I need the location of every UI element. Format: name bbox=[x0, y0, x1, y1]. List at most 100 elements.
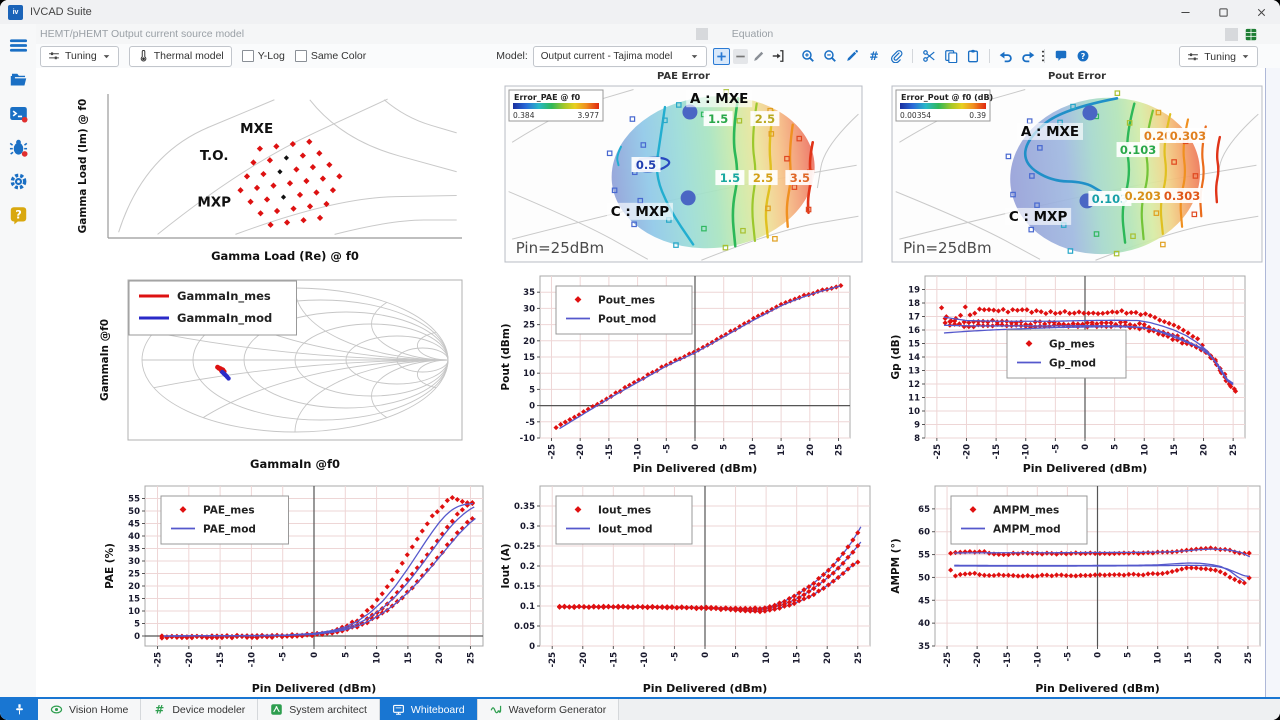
svg-text:0.303: 0.303 bbox=[1164, 189, 1200, 203]
svg-text:#: # bbox=[869, 49, 879, 63]
cell-pout: -10 -5 0 5 10 15 20 25 30 35 -25 -20 -15 -10 -5 0 5 10 15 2… bbox=[486, 268, 876, 478]
svg-text:20: 20 bbox=[1200, 444, 1210, 456]
scissors-icon[interactable] bbox=[921, 48, 937, 64]
copy-icon[interactable] bbox=[943, 48, 959, 64]
eye-icon bbox=[50, 703, 63, 716]
redo-icon[interactable] bbox=[1020, 48, 1036, 64]
sidebar-item-menu[interactable] bbox=[7, 34, 29, 56]
tuning-dropdown-left[interactable]: Tuning bbox=[40, 45, 119, 67]
hash-icon[interactable]: # bbox=[866, 48, 882, 64]
comment-icon[interactable] bbox=[1053, 48, 1069, 64]
import-model-button[interactable] bbox=[770, 48, 786, 64]
svg-text:18: 18 bbox=[908, 299, 920, 309]
help-circle-icon[interactable]: ? bbox=[1075, 48, 1091, 64]
svg-text:40: 40 bbox=[128, 532, 140, 542]
svg-text:10: 10 bbox=[762, 652, 772, 664]
model-dropdown[interactable]: Output current - Tajima model bbox=[532, 45, 707, 67]
sidebar-item-help[interactable]: ? bbox=[7, 204, 29, 226]
svg-text:35: 35 bbox=[523, 288, 535, 298]
svg-text:Pin=25dBm: Pin=25dBm bbox=[903, 239, 991, 257]
svg-text:0.20: 0.20 bbox=[1144, 129, 1172, 143]
svg-text:-10: -10 bbox=[1022, 444, 1032, 459]
svg-text:3.977: 3.977 bbox=[578, 111, 600, 120]
panel-button[interactable] bbox=[1225, 27, 1238, 41]
undo-icon[interactable] bbox=[998, 48, 1014, 64]
svg-text:25: 25 bbox=[523, 321, 535, 331]
svg-text:0: 0 bbox=[691, 444, 701, 450]
remove-model-button[interactable] bbox=[732, 48, 748, 64]
svg-text:#: # bbox=[155, 703, 165, 716]
tuning-dropdown-right[interactable]: Tuning bbox=[1179, 46, 1258, 67]
svg-text:Gp_mod: Gp_mod bbox=[1049, 357, 1096, 369]
paperclip-icon[interactable] bbox=[888, 48, 904, 64]
sidebar-item-debug[interactable] bbox=[7, 136, 29, 158]
svg-text:2.5: 2.5 bbox=[755, 112, 775, 126]
sidebar-item-open-project[interactable] bbox=[7, 68, 29, 90]
svg-text:13: 13 bbox=[908, 367, 920, 377]
svg-text:65: 65 bbox=[918, 505, 930, 515]
svg-text:-10: -10 bbox=[247, 652, 257, 667]
svg-text:Gp (dB): Gp (dB) bbox=[890, 335, 902, 380]
svg-text:PAE (%): PAE (%) bbox=[104, 543, 116, 589]
add-model-button[interactable] bbox=[712, 47, 730, 65]
sidebar-item-console[interactable] bbox=[7, 102, 29, 124]
tab-device-modeler[interactable]: # Device modeler bbox=[141, 699, 259, 720]
same-color-checkbox[interactable] bbox=[294, 50, 307, 62]
svg-text:45: 45 bbox=[918, 596, 930, 606]
tab-waveform-generator[interactable]: Waveform Generator bbox=[477, 699, 620, 720]
svg-text:0.2: 0.2 bbox=[520, 562, 535, 572]
svg-text:15: 15 bbox=[908, 340, 920, 350]
sidebar-item-settings[interactable] bbox=[7, 170, 29, 192]
toolbar-separator bbox=[911, 49, 913, 63]
thermal-model-button[interactable]: Thermal model bbox=[128, 45, 232, 67]
svg-text:-5: -5 bbox=[662, 444, 672, 454]
svg-text:5: 5 bbox=[529, 385, 535, 395]
minimize-button[interactable] bbox=[1166, 0, 1204, 24]
svg-text:-10: -10 bbox=[520, 434, 535, 444]
edit-model-button[interactable] bbox=[751, 48, 767, 64]
svg-text:Iout (A): Iout (A) bbox=[500, 544, 512, 589]
svg-text:A : MXE: A : MXE bbox=[690, 91, 748, 107]
svg-text:2.5: 2.5 bbox=[753, 171, 773, 185]
svg-text:25: 25 bbox=[1244, 652, 1254, 664]
document-tab[interactable]: HEMT/pHEMT Output current source model bbox=[40, 28, 245, 40]
equation-panel-button[interactable] bbox=[695, 28, 708, 40]
svg-text:17: 17 bbox=[908, 313, 920, 323]
svg-text:0: 0 bbox=[701, 652, 711, 658]
tab-vision-home[interactable]: Vision Home bbox=[38, 699, 142, 720]
svg-text:0.1: 0.1 bbox=[520, 602, 535, 612]
right-panel-edge[interactable] bbox=[1265, 68, 1280, 699]
svg-text:Gamma Load (Re) @ f0: Gamma Load (Re) @ f0 bbox=[211, 249, 359, 263]
svg-text:-25: -25 bbox=[548, 652, 558, 667]
svg-text:PAE_mod: PAE_mod bbox=[203, 523, 256, 535]
close-button[interactable] bbox=[1242, 0, 1280, 24]
excel-export-icon[interactable] bbox=[1244, 27, 1258, 42]
ylog-label: Y-Log bbox=[257, 50, 285, 62]
svg-text:-5: -5 bbox=[670, 652, 680, 662]
tab-system-architect[interactable]: System architect bbox=[258, 699, 380, 720]
zoom-in-icon[interactable] bbox=[800, 48, 816, 64]
svg-text:25: 25 bbox=[128, 570, 140, 580]
svg-text:T.O.: T.O. bbox=[200, 148, 229, 164]
svg-text:40: 40 bbox=[918, 619, 930, 629]
tab-label: Whiteboard bbox=[410, 703, 465, 716]
maximize-button[interactable] bbox=[1204, 0, 1242, 24]
ylog-checkbox[interactable] bbox=[241, 50, 254, 62]
svg-text:Error_Pout @ f0 (dB): Error_Pout @ f0 (dB) bbox=[901, 93, 993, 102]
svg-text:8: 8 bbox=[914, 434, 920, 444]
svg-text:MXP: MXP bbox=[197, 194, 231, 210]
zoom-out-icon[interactable] bbox=[822, 48, 838, 64]
pencil-icon[interactable] bbox=[844, 48, 860, 64]
svg-text:15: 15 bbox=[523, 353, 535, 363]
pin-button[interactable] bbox=[0, 699, 38, 720]
svg-text:10: 10 bbox=[128, 607, 140, 617]
more-options-icon[interactable] bbox=[1036, 47, 1050, 65]
arch-icon bbox=[270, 703, 283, 716]
paste-icon[interactable] bbox=[965, 48, 981, 64]
svg-text:60: 60 bbox=[918, 528, 930, 538]
tab-whiteboard[interactable]: Whiteboard bbox=[379, 699, 478, 720]
svg-text:Pin Delivered (dBm): Pin Delivered (dBm) bbox=[1035, 682, 1160, 695]
svg-text:0: 0 bbox=[1081, 444, 1091, 450]
document-bar: HEMT/pHEMT Output current source model E… bbox=[0, 24, 1280, 44]
svg-text:25: 25 bbox=[1229, 444, 1239, 456]
